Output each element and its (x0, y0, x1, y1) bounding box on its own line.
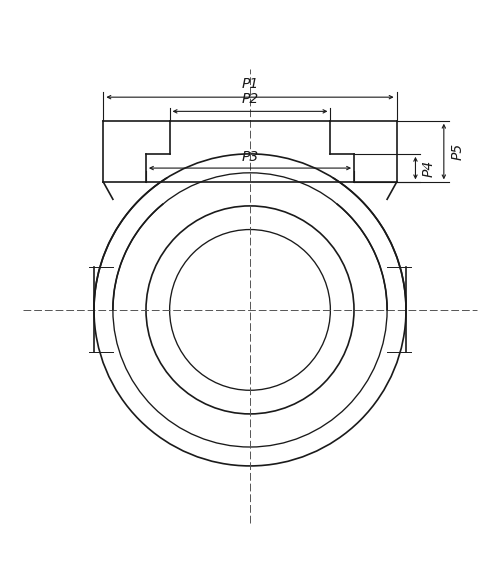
Text: P5: P5 (450, 143, 464, 160)
Text: P4: P4 (422, 159, 436, 177)
Text: P1: P1 (242, 77, 258, 91)
Text: P2: P2 (242, 92, 258, 106)
Text: P3: P3 (242, 150, 258, 164)
